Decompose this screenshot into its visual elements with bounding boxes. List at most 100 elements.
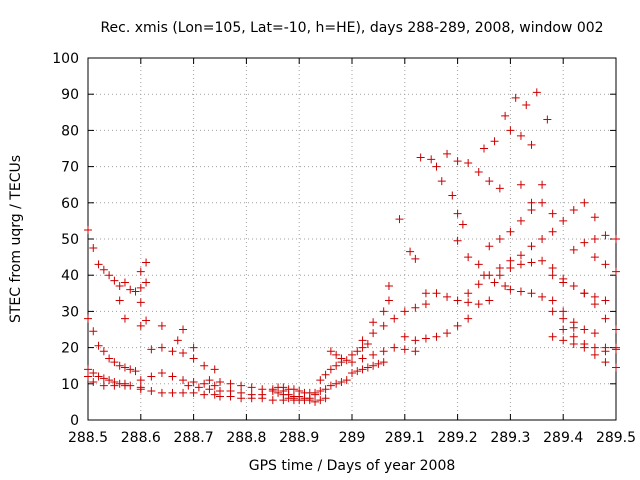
data-point: [400, 345, 409, 354]
data-point: [311, 397, 320, 406]
data-point: [464, 253, 473, 262]
data-point: [569, 245, 578, 254]
data-point: [495, 184, 504, 193]
data-point: [580, 198, 589, 207]
data-point: [321, 394, 330, 403]
data-point: [538, 292, 547, 301]
y-tick-label: 90: [61, 87, 79, 103]
x-tick-label: 288.9: [279, 430, 319, 446]
data-point: [258, 394, 267, 403]
data-point: [453, 209, 462, 218]
data-point: [89, 244, 98, 253]
data-point: [216, 377, 224, 386]
data-point: [226, 392, 235, 401]
data-point: [369, 361, 378, 370]
data-point: [516, 251, 525, 260]
data-point: [247, 383, 256, 392]
x-tick-label: 288.6: [121, 430, 161, 446]
y-tick-label: 10: [61, 377, 79, 393]
data-point: [379, 321, 388, 330]
data-point: [332, 379, 341, 388]
data-point: [379, 307, 388, 316]
data-point: [268, 396, 277, 405]
data-point: [136, 321, 145, 330]
x-tick-label: 289.1: [385, 430, 425, 446]
data-point: [601, 260, 610, 269]
data-point: [120, 314, 129, 323]
data-point: [548, 307, 557, 316]
data-point: [522, 101, 531, 110]
data-point: [559, 314, 568, 323]
data-point: [527, 242, 536, 251]
data-point: [337, 354, 346, 363]
data-point: [453, 296, 462, 305]
data-point: [289, 385, 298, 394]
data-point: [538, 235, 547, 243]
data-point: [289, 394, 298, 403]
data-point: [120, 379, 129, 388]
data-point: [480, 144, 488, 153]
data-point: [612, 345, 620, 354]
data-point: [464, 314, 473, 323]
data-point: [443, 292, 452, 301]
data-point: [601, 343, 610, 352]
data-point: [464, 158, 473, 167]
data-point: [194, 383, 203, 392]
data-point: [569, 323, 578, 332]
data-point: [99, 374, 108, 383]
data-point: [506, 285, 515, 294]
data-point: [390, 343, 399, 352]
y-tick-label: 50: [61, 232, 79, 248]
data-point: [612, 363, 620, 372]
data-point: [84, 314, 92, 323]
data-point: [601, 296, 610, 305]
data-point: [532, 88, 541, 97]
data-point: [569, 282, 578, 291]
data-point: [142, 258, 151, 267]
y-tick-label: 60: [61, 196, 79, 212]
data-point: [516, 216, 525, 225]
data-point: [590, 292, 599, 301]
data-point: [421, 289, 430, 298]
data-point: [136, 267, 145, 276]
data-point: [84, 372, 92, 381]
data-point: [506, 256, 515, 265]
data-point: [200, 379, 209, 388]
data-point: [226, 379, 235, 388]
data-point: [321, 385, 330, 394]
data-point: [516, 131, 525, 140]
data-point: [384, 296, 393, 305]
data-point: [358, 354, 367, 363]
data-point: [400, 307, 409, 316]
x-axis-title: GPS time / Days of year 2008: [249, 458, 456, 474]
data-point: [527, 258, 536, 267]
data-point: [590, 253, 599, 262]
data-point: [590, 350, 599, 359]
data-point: [105, 271, 114, 280]
data-point: [168, 347, 177, 356]
data-point: [142, 316, 151, 325]
data-point: [384, 282, 393, 291]
data-point: [443, 149, 452, 158]
data-point: [369, 350, 378, 359]
data-point: [612, 325, 620, 334]
data-point: [147, 387, 156, 396]
data-point: [342, 356, 351, 365]
data-point: [363, 339, 372, 348]
data-points: [84, 88, 620, 406]
x-tick-label: 289.3: [490, 430, 530, 446]
data-point: [374, 359, 383, 368]
x-tick-label: 288.5: [68, 430, 108, 446]
data-point: [348, 358, 356, 367]
data-point: [590, 213, 599, 222]
data-point: [348, 368, 356, 377]
data-point: [601, 231, 610, 240]
data-point: [421, 334, 430, 343]
data-point: [411, 254, 420, 263]
data-point: [94, 260, 103, 269]
data-point: [348, 350, 356, 359]
data-point: [559, 278, 568, 287]
data-point: [358, 343, 367, 352]
data-point: [105, 354, 114, 363]
data-point: [126, 285, 135, 294]
